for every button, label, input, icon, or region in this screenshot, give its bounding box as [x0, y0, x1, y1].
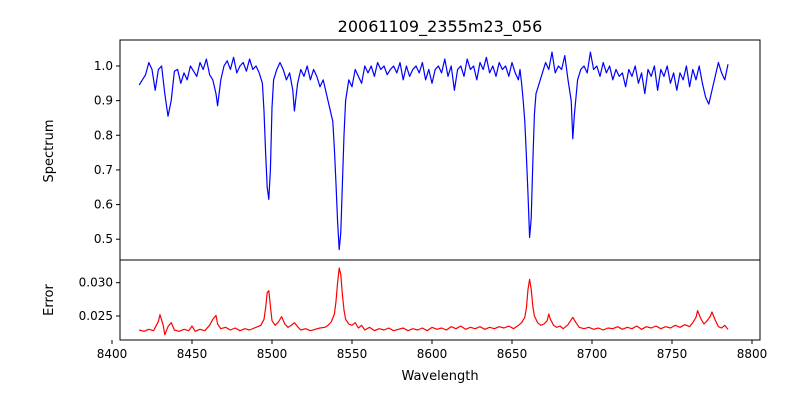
spectrum-y-tick-label: 0.8: [94, 128, 113, 142]
x-axis-label: Wavelength: [401, 369, 478, 384]
x-tick-label: 8400: [97, 347, 128, 361]
spectrum-y-tick-label: 0.9: [94, 94, 113, 108]
error-plot-frame: [119, 259, 761, 341]
error-y-tick-label: 0.030: [79, 276, 113, 290]
spectrum-y-tick-label: 0.6: [94, 198, 113, 212]
error-y-tick-label: 0.025: [79, 309, 113, 323]
spectrum-plot-frame: [119, 39, 761, 261]
x-tick-label: 8700: [577, 347, 608, 361]
spectrum-y-tick-label: 0.5: [94, 232, 113, 246]
spectrum-y-tick-label: 1.0: [94, 59, 113, 73]
chart-title: 20061109_2355m23_056: [338, 17, 543, 37]
spectrum-y-tick-label: 0.7: [94, 163, 113, 177]
error-y-axis-label: Error: [42, 284, 57, 316]
error-series-line: [139, 267, 729, 336]
x-tick-label: 8750: [657, 347, 688, 361]
x-tick-label: 8800: [737, 347, 768, 361]
x-tick-label: 8500: [257, 347, 288, 361]
x-tick-label: 8450: [177, 347, 208, 361]
x-tick-label: 8650: [497, 347, 528, 361]
x-tick-label: 8550: [337, 347, 368, 361]
spectrum-series-line: [138, 51, 729, 251]
spectrum-y-axis-label: Spectrum: [42, 120, 57, 183]
x-tick-label: 8600: [417, 347, 448, 361]
